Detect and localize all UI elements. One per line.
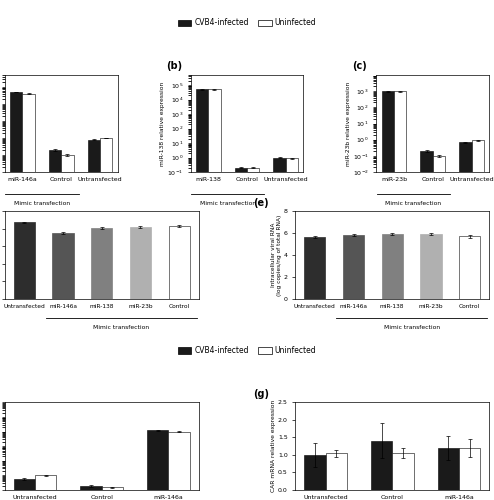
- Bar: [196, 90, 208, 500]
- Text: Mimic transfection: Mimic transfection: [93, 325, 149, 330]
- Y-axis label: miR-23b relative expression: miR-23b relative expression: [346, 82, 351, 166]
- Text: (b): (b): [166, 61, 182, 71]
- Bar: [22, 94, 35, 500]
- Bar: [102, 488, 123, 500]
- Bar: [420, 234, 442, 298]
- Bar: [87, 140, 100, 500]
- Bar: [472, 140, 484, 500]
- Bar: [91, 228, 113, 298]
- Bar: [438, 448, 459, 490]
- Bar: [381, 234, 403, 298]
- Bar: [459, 236, 480, 298]
- Bar: [49, 150, 61, 500]
- Y-axis label: miR-138 relative expression: miR-138 relative expression: [160, 82, 165, 166]
- Text: Mimic transfection: Mimic transfection: [200, 202, 256, 206]
- Bar: [304, 455, 326, 490]
- Text: Mimic transfection: Mimic transfection: [14, 202, 70, 206]
- Text: Mimic transfection: Mimic transfection: [383, 325, 440, 330]
- Bar: [14, 478, 35, 500]
- Bar: [273, 158, 286, 500]
- Bar: [168, 226, 190, 298]
- Bar: [394, 91, 407, 500]
- Bar: [81, 486, 102, 500]
- Bar: [392, 453, 413, 490]
- Bar: [433, 156, 445, 500]
- Legend: CVB4-infected, Uninfected: CVB4-infected, Uninfected: [177, 18, 317, 28]
- Bar: [459, 142, 472, 500]
- Text: (e): (e): [253, 198, 268, 207]
- Y-axis label: CAR mRNA relative expression: CAR mRNA relative expression: [271, 400, 276, 492]
- Bar: [35, 476, 56, 500]
- Bar: [326, 453, 347, 490]
- Bar: [343, 235, 364, 298]
- Bar: [371, 441, 392, 490]
- Bar: [304, 238, 326, 298]
- Bar: [420, 151, 433, 500]
- Text: (g): (g): [253, 389, 269, 399]
- Bar: [208, 90, 221, 500]
- Y-axis label: Intracellular viral RNA
(log copies/ng of total RNA): Intracellular viral RNA (log copies/ng o…: [271, 214, 282, 296]
- Text: (c): (c): [352, 61, 367, 71]
- Text: Mimic transfection: Mimic transfection: [385, 202, 442, 206]
- Bar: [10, 92, 22, 500]
- Bar: [61, 155, 74, 500]
- Bar: [147, 430, 168, 500]
- Bar: [235, 168, 247, 500]
- Bar: [52, 233, 74, 298]
- Bar: [381, 91, 394, 500]
- Bar: [459, 448, 480, 490]
- Bar: [14, 222, 35, 298]
- Bar: [286, 158, 298, 500]
- Legend: CVB4-infected, Uninfected: CVB4-infected, Uninfected: [177, 346, 317, 355]
- Bar: [247, 168, 259, 500]
- Bar: [130, 227, 151, 298]
- Bar: [100, 138, 113, 500]
- Bar: [168, 432, 190, 500]
